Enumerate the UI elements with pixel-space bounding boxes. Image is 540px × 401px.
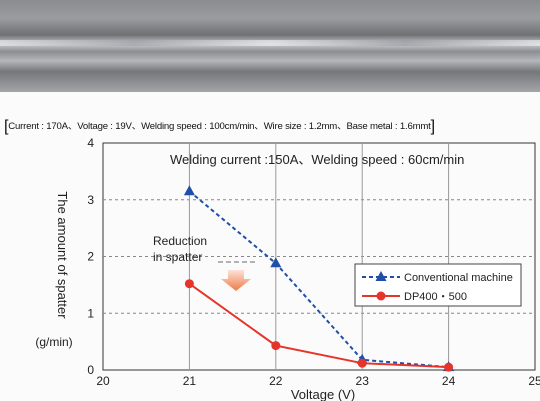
legend-label: DP400・500 [404,291,467,303]
down-arrow-icon [221,270,251,291]
data-point-triangle [270,257,282,268]
y-tick-label: 2 [87,250,94,264]
y-tick-label: 1 [87,306,94,320]
x-tick-label: 24 [442,374,456,388]
x-tick-label: 22 [269,374,283,388]
data-point-circle [184,279,194,289]
data-point-triangle [183,185,195,196]
legend-circle-icon [376,291,386,301]
bracket-right: ] [430,118,435,135]
y-axis-unit: (g/min) [35,335,72,349]
weld-seam [0,40,540,46]
x-tick-label: 23 [356,374,370,388]
data-point-circle [444,362,454,372]
weld-bead-photo [0,0,540,92]
series-line [188,282,449,369]
x-axis-label: Voltage (V) [291,387,355,401]
annotation-text: in spatter [153,250,202,264]
data-point-circle [357,358,367,368]
data-point-circle [271,341,281,351]
caption-text: Current : 170A、Voltage : 19V、Welding spe… [8,121,431,132]
x-tick-label: 21 [183,374,197,388]
x-tick-label: 20 [96,374,110,388]
y-tick-label: 0 [87,363,94,377]
conditions-caption: [Current : 170A、Voltage : 19V、Welding sp… [4,116,536,135]
legend-label: Conventional machine [404,272,513,284]
chart-title: Welding current :150A、Welding speed : 60… [170,152,464,167]
legend-triangle-icon [375,271,387,281]
series-line [188,190,449,369]
y-tick-label: 4 [87,136,94,150]
x-tick-label: 25 [528,374,540,388]
y-axis-label: The amount of spatter [55,191,70,319]
bracket-left: [ [4,118,9,135]
y-tick-label: 3 [87,193,94,207]
annotation-text: Reduction [153,234,207,248]
